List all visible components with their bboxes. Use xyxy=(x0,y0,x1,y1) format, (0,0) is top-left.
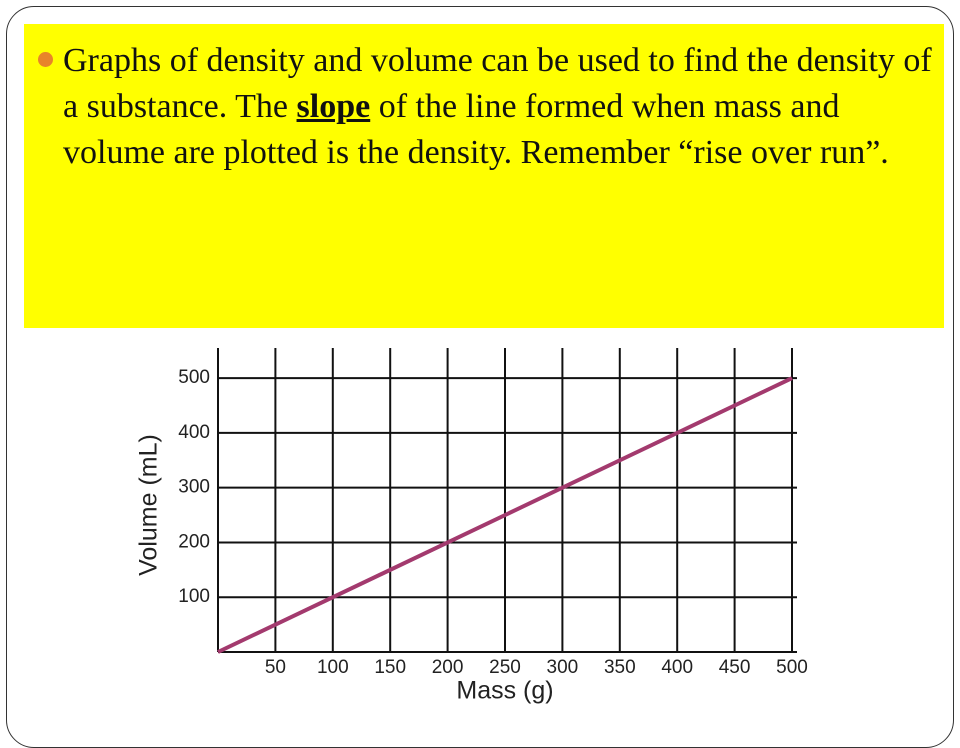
bullet-dot xyxy=(38,52,53,67)
x-tick-label: 400 xyxy=(661,657,693,678)
y-tick-label: 300 xyxy=(178,477,210,498)
x-tick-label: 150 xyxy=(374,657,406,678)
y-tick-label: 400 xyxy=(178,422,210,443)
text: of the line formed when mass and volume … xyxy=(63,88,889,171)
y-tick-label: 100 xyxy=(178,586,210,607)
chart: Mass (g) Volume (mL) 50 100 150 200 250 300 35… xyxy=(135,348,808,705)
text-box xyxy=(24,24,944,328)
x-tick-label: 500 xyxy=(776,657,808,678)
x-tick-label: 200 xyxy=(432,657,464,678)
slide: Graphs of density and volume can be used… xyxy=(6,6,954,748)
x-axis-title: Mass (g) xyxy=(456,677,553,705)
y-tick-label: 200 xyxy=(178,531,210,552)
x-tick-label: 450 xyxy=(719,657,751,678)
x-tick-label: 50 xyxy=(265,657,286,678)
bullet-text: Graphs of density and volume can be used… xyxy=(63,38,933,176)
text: Graphs of density and volume can be used… xyxy=(63,42,932,125)
x-tick-label: 300 xyxy=(547,657,579,678)
emphasis: slope xyxy=(296,88,371,125)
x-tick-label: 100 xyxy=(317,657,349,678)
x-tick-label: 250 xyxy=(489,657,521,678)
y-tick-label: 500 xyxy=(178,367,210,388)
data-line xyxy=(217,376,793,654)
x-tick-label: 350 xyxy=(604,657,636,678)
y-axis-title: Volume (mL) xyxy=(135,434,163,576)
